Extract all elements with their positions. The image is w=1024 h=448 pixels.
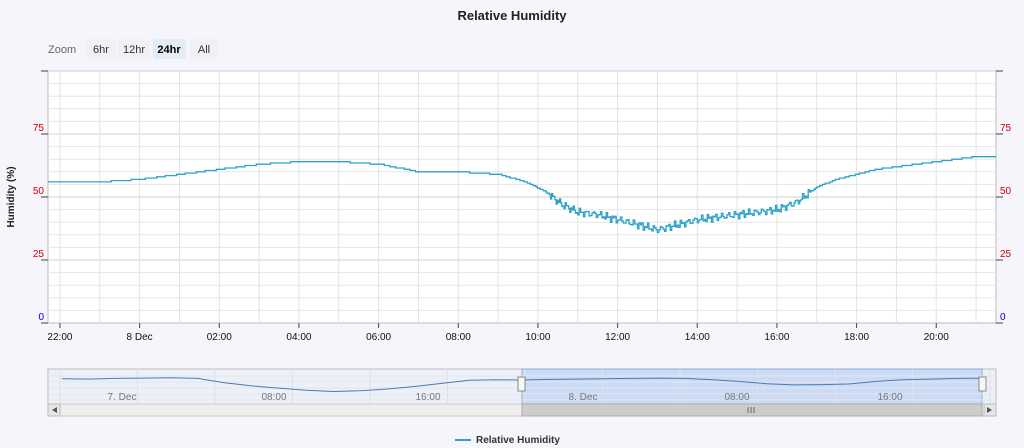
zoom-12hr-label: 12hr (123, 44, 145, 56)
series-line-relative-humidity (48, 156, 996, 234)
x-tick-label: 18:00 (844, 332, 869, 343)
x-tick-label: 16:00 (764, 332, 789, 343)
x-tick-label: 8 Dec (127, 332, 153, 343)
y-tick-label-right: 0 (1000, 312, 1006, 323)
navigator-left-handle[interactable] (517, 376, 526, 392)
x-axis: 22:00 8 Dec 02:00 04:00 06:00 08:00 10:00 12:00… (47, 323, 949, 343)
zoom-control: Zoom 6hr 12hr 24hr All (48, 39, 218, 59)
y-tick-label-right: 25 (1000, 249, 1012, 260)
navigator[interactable]: 7. Dec 08:00 16:00 8. Dec 08:00 16:00 (47, 368, 997, 405)
zoom-6hr-label: 6hr (93, 44, 109, 56)
zoom-all-label: All (198, 44, 210, 56)
y-axis-title: Humidity (%) (6, 166, 17, 227)
x-tick-label: 04:00 (286, 332, 311, 343)
navigator-right-handle[interactable] (978, 376, 987, 392)
zoom-24hr-button[interactable]: 24hr (153, 39, 186, 59)
legend[interactable]: Relative Humidity (455, 435, 560, 446)
navigator-label: 16:00 (877, 392, 902, 403)
zoom-12hr-button[interactable]: 12hr (118, 39, 150, 59)
navigator-labels: 7. Dec 08:00 16:00 8. Dec 08:00 16:00 (108, 392, 903, 403)
chart-title: Relative Humidity (457, 8, 567, 23)
navigator-label: 7. Dec (108, 392, 137, 403)
zoom-all-button[interactable]: All (190, 39, 218, 59)
scrollbar-thumb[interactable] (521, 403, 983, 417)
navigator-selection[interactable] (521, 368, 983, 405)
zoom-label: Zoom (48, 44, 76, 56)
arrow-right-icon (987, 407, 992, 413)
navigator-label: 08:00 (261, 392, 286, 403)
y-axis-right: 0 25 50 75 (996, 70, 1012, 324)
zoom-6hr-button[interactable]: 6hr (86, 39, 116, 59)
y-tick-label-left: 50 (33, 186, 45, 197)
y-tick-label-right: 50 (1000, 186, 1012, 197)
navigator-label: 08:00 (724, 392, 749, 403)
x-tick-label: 12:00 (605, 332, 630, 343)
y-tick-label-left: 25 (33, 249, 45, 260)
y-axis-left: 0 25 50 75 (33, 70, 48, 324)
grid-lines (48, 70, 996, 323)
scrollbar[interactable] (47, 403, 997, 417)
x-tick-label: 10:00 (525, 332, 550, 343)
x-tick-label: 20:00 (924, 332, 949, 343)
y-tick-label-right: 75 (1000, 123, 1012, 134)
x-tick-label: 06:00 (366, 332, 391, 343)
arrow-left-icon (52, 407, 57, 413)
grip-icon (747, 407, 755, 413)
y-tick-label-left: 75 (33, 123, 45, 134)
x-tick-label: 14:00 (685, 332, 710, 343)
y-tick-label-left: 0 (38, 312, 44, 323)
legend-item-relative-humidity[interactable]: Relative Humidity (476, 435, 560, 446)
zoom-24hr-label: 24hr (157, 44, 181, 56)
x-tick-label: 02:00 (207, 332, 232, 343)
navigator-label: 16:00 (415, 392, 440, 403)
navigator-label: 8. Dec (569, 392, 598, 403)
x-tick-label: 22:00 (47, 332, 72, 343)
x-tick-label: 08:00 (446, 332, 471, 343)
